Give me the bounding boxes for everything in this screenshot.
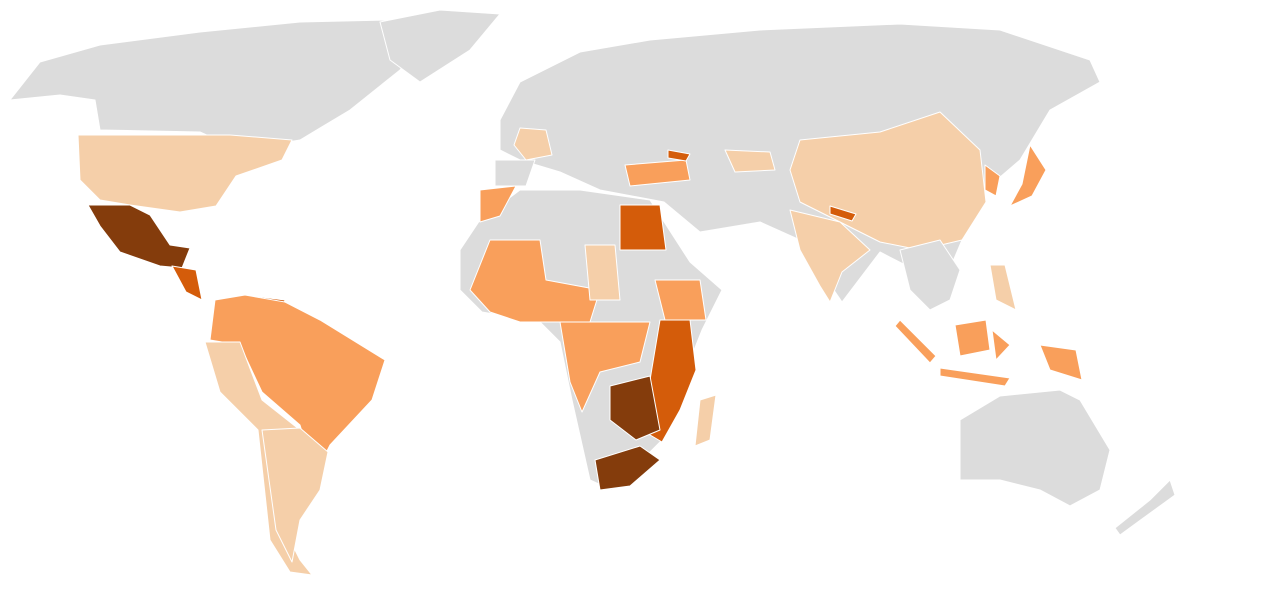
- region-southeast-asia: [899, 239, 961, 311]
- region-central-africa: [559, 321, 651, 413]
- region-sulawesi: [991, 329, 1011, 361]
- region-spain: [494, 159, 536, 187]
- region-greenland: [379, 9, 501, 83]
- region-egypt: [619, 204, 667, 251]
- region-france: [513, 127, 553, 161]
- region-peru-chile: [204, 341, 313, 576]
- region-korea: [984, 164, 1001, 197]
- region-india: [789, 209, 871, 303]
- region-sumatra: [894, 319, 937, 364]
- region-turkey: [624, 159, 691, 187]
- region-mexico: [87, 204, 191, 269]
- region-zambia-zimbabwe: [609, 375, 661, 441]
- region-madagascar: [694, 394, 717, 447]
- region-central-america: [171, 265, 203, 301]
- region-ethiopia: [654, 279, 707, 321]
- region-japan: [1009, 144, 1047, 207]
- region-java: [939, 367, 1011, 387]
- region-central-asia: [724, 149, 776, 173]
- region-georgia: [667, 149, 691, 162]
- region-sudan: [584, 244, 621, 301]
- region-papua: [1039, 344, 1083, 381]
- region-new-zealand: [1114, 479, 1176, 536]
- region-south-africa: [594, 445, 661, 491]
- region-nepal: [829, 205, 857, 222]
- region-usa: [77, 134, 293, 213]
- region-argentina: [261, 427, 329, 563]
- region-canada-alaska: [9, 19, 421, 151]
- region-australia: [959, 389, 1111, 507]
- region-borneo: [954, 319, 991, 357]
- region-philippines: [989, 264, 1017, 311]
- region-morocco: [479, 185, 517, 223]
